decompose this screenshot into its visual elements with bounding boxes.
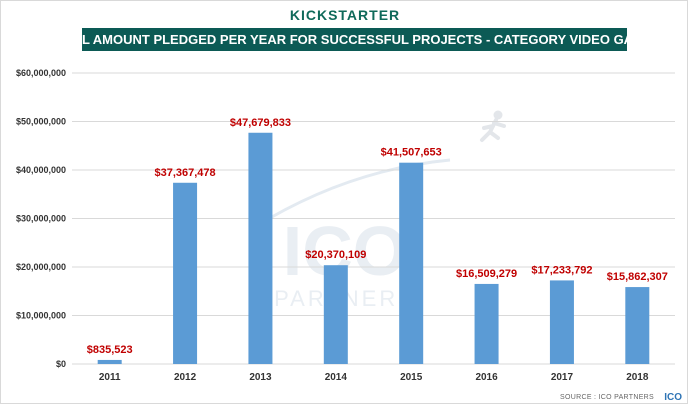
bar-2012	[173, 182, 198, 364]
data-label: $17,233,792	[531, 264, 592, 276]
data-label: $16,509,279	[456, 268, 517, 280]
data-label: $47,679,833	[230, 117, 291, 129]
source-note: SOURCE : ICO PARTNERS	[560, 394, 654, 401]
data-label: $37,367,478	[154, 167, 215, 179]
x-tick-label: 2014	[325, 372, 348, 383]
bar-2015	[399, 162, 424, 364]
x-tick-label: 2013	[249, 372, 272, 383]
x-tick-label: 2016	[475, 372, 498, 383]
y-tick-label: $20,000,000	[16, 262, 66, 272]
x-tick-label: 2012	[174, 372, 197, 383]
brand-logo: KICKSTARTER	[289, 7, 401, 23]
data-label: $41,507,653	[381, 147, 442, 159]
bar-2011	[97, 359, 122, 364]
x-tick-label: 2011	[99, 372, 121, 383]
data-labels: $835,523 $37,367,478 $47,679,833 $20,370,10…	[87, 117, 668, 356]
x-tick-label: 2015	[400, 372, 423, 383]
ico-logo: ICO	[664, 392, 682, 403]
data-label: $15,862,307	[607, 271, 668, 283]
gridlines	[72, 72, 675, 365]
y-tick-label: $10,000,000	[16, 311, 66, 321]
bar-2017	[549, 280, 574, 364]
watermark-swoosh	[249, 158, 451, 232]
data-label: $20,370,109	[305, 249, 366, 261]
x-tick-label: 2017	[551, 372, 574, 383]
bars	[97, 132, 650, 364]
x-axis-labels: 2011 2012 2013 2014 2015 2016 2017 2018	[99, 372, 649, 383]
bar-2013	[248, 132, 273, 364]
bar-2016	[474, 283, 499, 364]
y-axis-labels: $0 $10,000,000 $20,000,000 $30,000,000 $40,0…	[16, 68, 66, 369]
y-tick-label: $50,000,000	[16, 117, 66, 127]
bar-2018	[625, 287, 650, 364]
x-tick-label: 2018	[626, 372, 649, 383]
y-tick-label: $60,000,000	[16, 68, 66, 78]
data-label: $835,523	[87, 344, 133, 356]
chart-title: TOTAL AMOUNT PLEDGED PER YEAR FOR SUCCES…	[48, 28, 661, 51]
y-tick-label: $40,000,000	[16, 165, 66, 175]
runner-icon	[480, 110, 506, 142]
bar-2014	[323, 265, 348, 364]
y-tick-label: $30,000,000	[16, 214, 66, 224]
y-tick-label: $0	[56, 359, 66, 369]
